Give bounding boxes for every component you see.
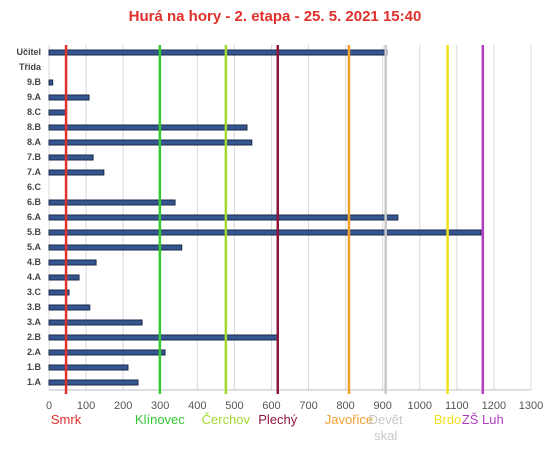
bar	[48, 274, 80, 281]
bar	[48, 154, 94, 161]
bar	[48, 349, 166, 356]
y-tick-label: Učitel	[16, 47, 41, 57]
bar	[48, 289, 70, 296]
x-tick-label: 1300	[519, 400, 543, 412]
bar	[48, 334, 279, 341]
reference-label: Čerchov	[201, 412, 251, 427]
y-tick-label: 5.A	[27, 242, 42, 252]
y-tick-label: 4.B	[27, 257, 42, 267]
reference-label: Devět skal	[368, 412, 403, 443]
bar	[48, 79, 54, 86]
x-tick-label: 900	[374, 400, 392, 412]
bar	[48, 259, 97, 266]
x-tick-label: 100	[77, 400, 95, 412]
bar	[48, 319, 143, 326]
bar	[48, 379, 139, 386]
x-tick-label: 200	[114, 400, 132, 412]
y-tick-label: 9.B	[27, 77, 42, 87]
y-tick-label: Třída	[19, 62, 42, 72]
y-tick-label: 3.A	[27, 317, 42, 327]
y-tick-label: 4.A	[27, 272, 42, 282]
bar	[48, 229, 482, 236]
reference-label: Brdo	[433, 412, 462, 427]
reference-label: Javořice	[324, 412, 374, 427]
y-tick-label: 9.A	[27, 92, 42, 102]
x-tick-label: 1200	[482, 400, 506, 412]
reference-label: Klínovec	[134, 412, 185, 427]
bar	[48, 199, 176, 206]
bar	[48, 124, 248, 131]
x-tick-label: 500	[225, 400, 243, 412]
y-tick-label: 5.B	[27, 227, 42, 237]
y-tick-label: 7.A	[27, 167, 42, 177]
bar	[48, 364, 129, 371]
bar	[48, 214, 399, 221]
x-tick-label: 300	[151, 400, 169, 412]
y-tick-label: 8.B	[27, 122, 42, 132]
y-tick-label: 7.B	[27, 152, 42, 162]
bar	[48, 109, 67, 116]
x-tick-label: 800	[336, 400, 354, 412]
y-tick-label: 8.C	[27, 107, 42, 117]
x-tick-label: 1100	[445, 400, 469, 412]
y-tick-label: 6.A	[27, 212, 42, 222]
y-tick-label: 3.B	[27, 302, 42, 312]
y-tick-label: 3.C	[27, 287, 42, 297]
x-tick-label: 600	[262, 400, 280, 412]
reference-label: Smrk	[50, 412, 82, 427]
x-tick-label: 700	[299, 400, 317, 412]
bar	[48, 49, 388, 56]
chart-title: Hurá na hory - 2. etapa - 25. 5. 2021 15…	[129, 8, 422, 25]
y-tick-label: 1.A	[27, 377, 42, 387]
bar	[48, 169, 105, 176]
y-tick-label: 6.B	[27, 197, 42, 207]
reference-label: ZŠ Luh	[461, 412, 504, 427]
x-tick-label: 0	[46, 400, 52, 412]
y-tick-label: 2.B	[27, 332, 42, 342]
x-tick-label: 1000	[408, 400, 432, 412]
x-tick-label: 400	[188, 400, 206, 412]
y-tick-label: 2.A	[27, 347, 42, 357]
reference-label: Plechý	[258, 412, 298, 427]
y-tick-label: 6.C	[27, 182, 42, 192]
bar	[48, 244, 183, 251]
bar	[48, 139, 253, 146]
y-tick-label: 1.B	[27, 362, 42, 372]
y-tick-label: 8.A	[27, 137, 42, 147]
bar	[48, 94, 90, 101]
bar	[48, 304, 91, 311]
